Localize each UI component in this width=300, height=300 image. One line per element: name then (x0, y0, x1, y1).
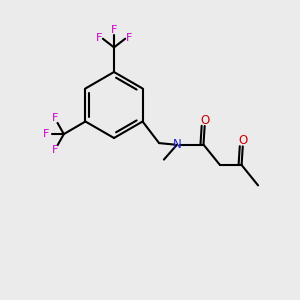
Text: N: N (173, 138, 182, 151)
Text: F: F (43, 129, 50, 139)
Text: F: F (111, 25, 117, 35)
Text: F: F (52, 113, 58, 123)
Text: F: F (126, 33, 133, 43)
Text: F: F (52, 145, 58, 155)
Text: O: O (200, 113, 209, 127)
Text: F: F (95, 33, 102, 43)
Text: O: O (238, 134, 248, 147)
